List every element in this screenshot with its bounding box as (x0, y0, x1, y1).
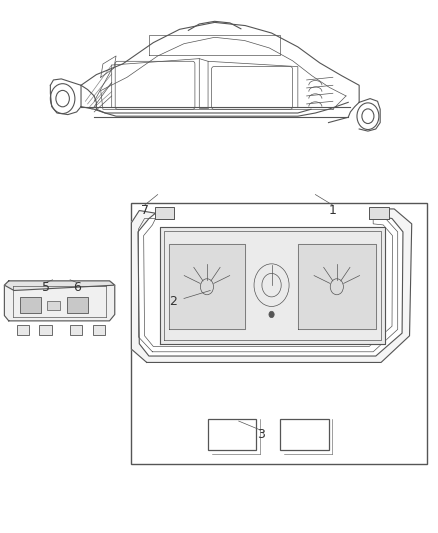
Polygon shape (298, 244, 376, 329)
Bar (20, 297, 41, 313)
Polygon shape (4, 281, 115, 321)
Text: 3: 3 (257, 428, 265, 441)
Text: 6: 6 (73, 281, 81, 294)
Text: 1: 1 (329, 204, 337, 217)
Bar (131, 203, 427, 464)
Bar (17, 325, 29, 335)
Text: 2: 2 (169, 295, 177, 308)
Bar (208, 419, 256, 450)
Polygon shape (131, 209, 412, 362)
Polygon shape (169, 244, 245, 329)
Bar (39, 325, 52, 335)
Text: 5: 5 (42, 281, 50, 294)
Bar (70, 325, 82, 335)
Bar (155, 207, 174, 219)
Bar (67, 297, 88, 313)
Polygon shape (160, 227, 385, 344)
Circle shape (269, 311, 274, 318)
Bar (47, 301, 60, 310)
Bar (280, 419, 328, 450)
Bar (93, 325, 105, 335)
Polygon shape (4, 281, 115, 290)
Text: 7: 7 (141, 204, 148, 217)
Bar (369, 207, 389, 219)
